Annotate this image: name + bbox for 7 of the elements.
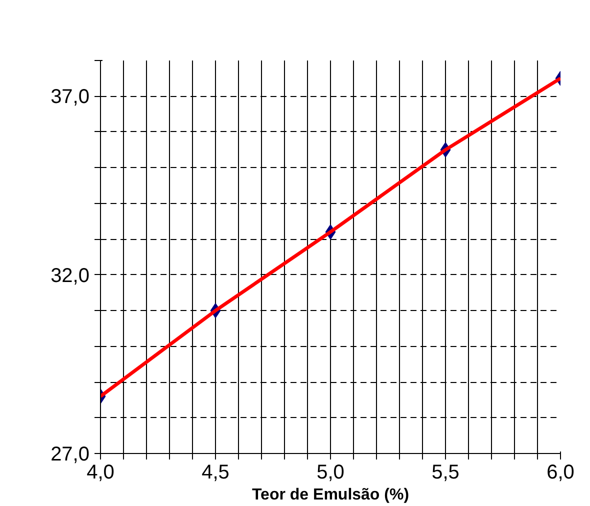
y-tick-label: 37,0 — [50, 86, 90, 108]
x-axis-title: Teor de Emulsão (%) — [252, 486, 410, 504]
x-tick-label: 4,5 — [202, 462, 230, 484]
x-tick-label: 5,0 — [316, 462, 344, 484]
x-tick-label: 6,0 — [546, 462, 574, 484]
x-tick-label: 5,5 — [432, 462, 460, 484]
y-tick-label: 32,0 — [50, 264, 90, 287]
